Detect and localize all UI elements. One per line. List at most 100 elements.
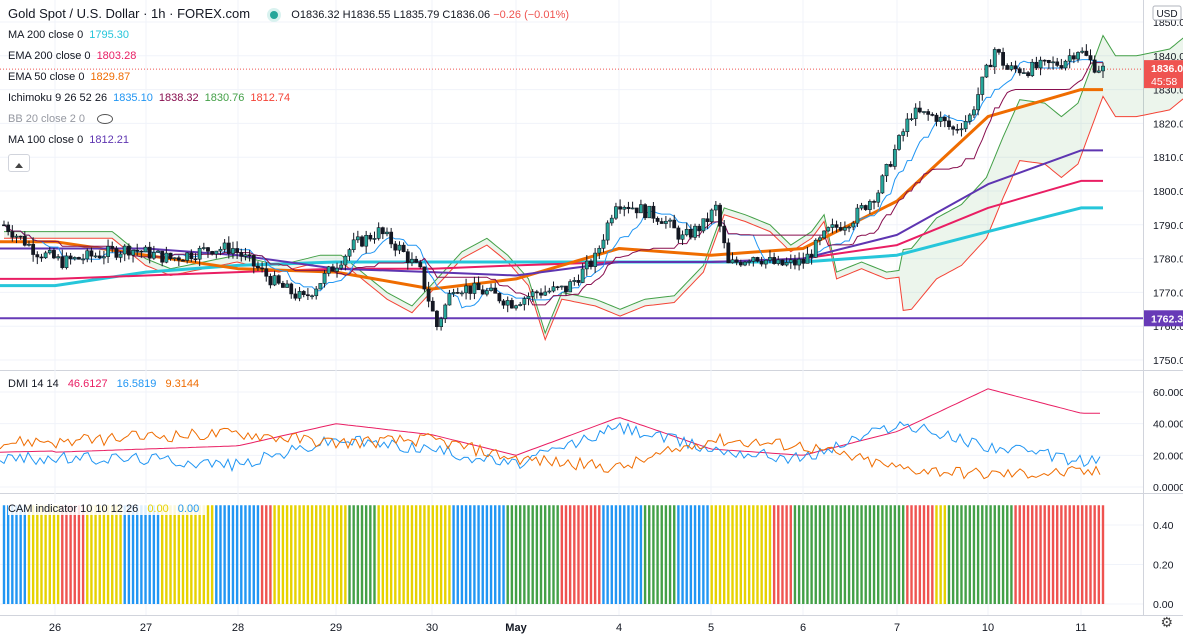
time-axis-label: 4 xyxy=(616,622,622,634)
candle-up xyxy=(27,243,31,246)
candle-up xyxy=(347,249,352,257)
candle-down xyxy=(618,206,623,210)
candle-down xyxy=(688,228,693,238)
symbol-title-row: Gold Spot / U.S. Dollar · 1h · FOREX.com… xyxy=(8,6,569,21)
candle-up xyxy=(326,266,331,274)
candle-down xyxy=(147,246,152,259)
candle-down xyxy=(422,266,427,290)
price-change: −0.26 (−0.01%) xyxy=(493,9,570,21)
candle-up xyxy=(314,288,319,297)
candle-down xyxy=(738,262,743,266)
candle-up xyxy=(1038,59,1043,69)
candle-down xyxy=(368,234,373,240)
candle-up xyxy=(826,227,831,232)
candle-down xyxy=(576,280,581,283)
candle-up xyxy=(768,257,772,261)
candle-up xyxy=(713,204,718,211)
candle-down xyxy=(772,257,777,264)
candle-up xyxy=(859,205,864,209)
dmi-legend[interactable]: DMI 14 14 46.6127 16.5819 9.3144 xyxy=(8,378,205,390)
price-axis-label: 1850.00 xyxy=(1153,17,1183,29)
candle-up xyxy=(14,235,19,238)
candle-up xyxy=(460,292,464,295)
time-axis-label: 28 xyxy=(232,622,244,634)
candle-up xyxy=(64,255,69,268)
candle-up xyxy=(85,250,90,260)
candle-up xyxy=(56,256,61,259)
candle-up xyxy=(484,290,489,295)
candle-up xyxy=(1096,70,1101,73)
candle-down xyxy=(1017,68,1022,74)
candle-up xyxy=(318,283,323,290)
candle-up xyxy=(1101,65,1105,72)
indicator-value: 1803.28 xyxy=(96,50,137,62)
candle-down xyxy=(634,207,639,214)
candle-up xyxy=(1051,61,1055,64)
candle-up xyxy=(709,209,714,222)
candle-down xyxy=(135,249,140,252)
indicator-legend-row[interactable]: MA 100 close 0 1812.21 xyxy=(8,134,135,146)
candle-up xyxy=(630,207,635,210)
candle-up xyxy=(843,227,847,231)
indicator-legend-row[interactable]: BB 20 close 2 0 xyxy=(8,113,114,125)
candle-down xyxy=(168,252,173,259)
indicator-label: MA 100 close 0 xyxy=(8,134,84,146)
candle-down xyxy=(22,235,27,246)
candle-down xyxy=(301,291,306,295)
candle-up xyxy=(335,267,339,272)
cam-legend[interactable]: CAM indicator 10 10 12 26 0.00 0.00 xyxy=(8,503,206,515)
candle-down xyxy=(305,294,310,297)
last-price-label: 1836.06 xyxy=(1151,63,1183,75)
settings-gear-icon[interactable]: ⚙ xyxy=(1160,614,1173,630)
time-axis-label: 7 xyxy=(894,622,900,634)
candle-up xyxy=(730,259,735,264)
candle-up xyxy=(605,222,610,241)
indicator-value: 1812.21 xyxy=(89,134,129,146)
candle-down xyxy=(780,259,785,266)
candle-up xyxy=(197,247,202,260)
candle-down xyxy=(997,49,1001,53)
candle-down xyxy=(926,111,931,115)
candle-up xyxy=(784,262,789,266)
candle-down xyxy=(942,116,947,122)
dmi-plus-di-value: 16.5819 xyxy=(116,378,157,390)
candle-up xyxy=(351,239,356,250)
candle-down xyxy=(60,256,65,268)
candle-up xyxy=(788,259,793,263)
candle-down xyxy=(97,255,102,259)
candle-up xyxy=(763,259,768,265)
symbol-title[interactable]: Gold Spot / U.S. Dollar · 1h · FOREX.com xyxy=(8,6,251,21)
candle-down xyxy=(951,126,956,130)
candle-up xyxy=(822,230,826,239)
indicator-value: 1838.32 xyxy=(158,92,199,104)
indicator-label: BB 20 close 2 0 xyxy=(8,113,86,125)
hidden-eye-icon[interactable] xyxy=(97,114,114,125)
indicator-legend-row[interactable]: EMA 50 close 0 1829.87 xyxy=(8,71,136,83)
price-axis-label: 1800.00 xyxy=(1153,186,1183,198)
indicator-legend-row[interactable]: EMA 200 close 0 1803.28 xyxy=(8,50,142,62)
candle-up xyxy=(639,204,643,214)
candle-down xyxy=(1084,50,1089,56)
candle-up xyxy=(297,291,302,299)
indicator-value: 1830.76 xyxy=(204,92,245,104)
candle-up xyxy=(447,293,452,306)
indicator-legend-row[interactable]: MA 200 close 0 1795.30 xyxy=(8,29,135,41)
candle-up xyxy=(526,296,531,299)
candle-up xyxy=(580,268,585,283)
cam-value-1: 0.00 xyxy=(147,503,169,515)
candle-up xyxy=(439,318,444,328)
collapse-legend-button[interactable] xyxy=(8,154,30,172)
candle-down xyxy=(651,205,656,219)
candle-up xyxy=(701,218,706,232)
candle-up xyxy=(680,234,685,240)
candle-up xyxy=(156,250,160,253)
time-axis-label: 5 xyxy=(708,622,714,634)
ma-line xyxy=(0,149,1103,277)
candle-down xyxy=(718,204,722,227)
candle-up xyxy=(451,292,456,294)
candle-up xyxy=(747,261,752,263)
indicator-legend-row[interactable]: Ichimoku 9 26 52 26 1835.10 1838.32 1830.76… xyxy=(8,92,296,104)
candle-up xyxy=(106,246,110,257)
candle-down xyxy=(872,201,876,203)
candle-up xyxy=(967,114,972,122)
